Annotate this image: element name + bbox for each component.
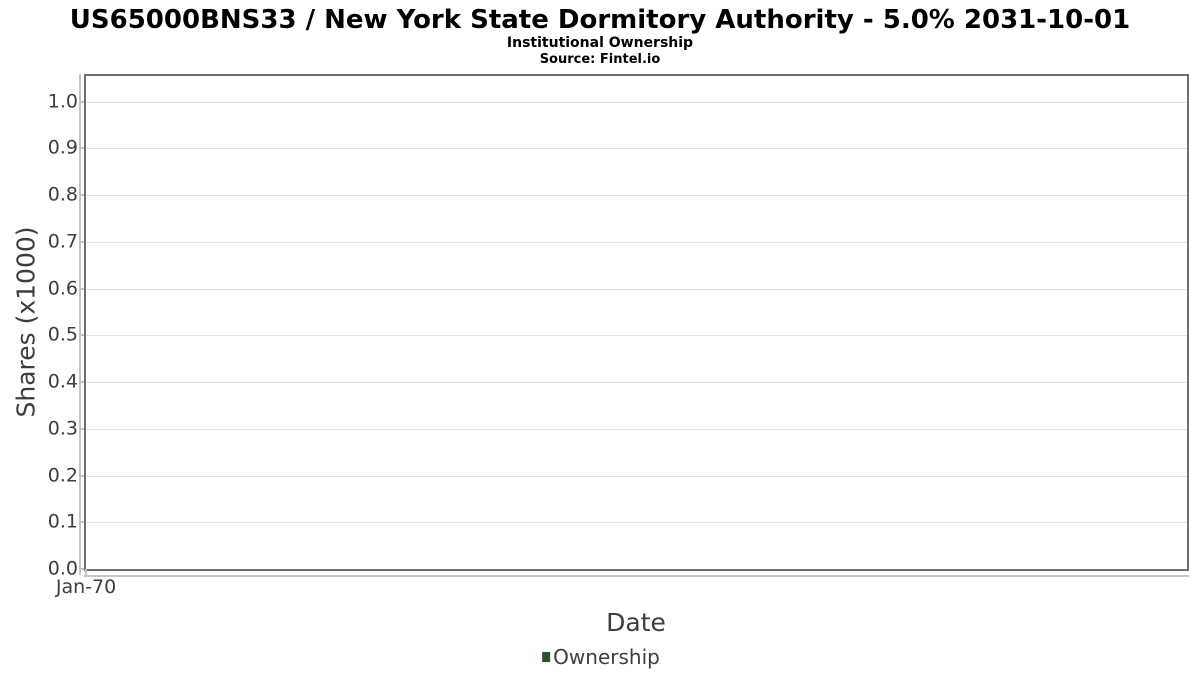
gridline <box>86 288 1187 290</box>
y-tick-mark <box>79 100 84 103</box>
x-axis-line <box>84 575 1189 577</box>
gridline <box>86 101 1187 103</box>
y-tick-mark <box>79 521 84 524</box>
y-tick-label: 0.8 <box>47 183 78 206</box>
gridline <box>86 241 1187 243</box>
y-axis-title: Shares (x1000) <box>11 226 41 418</box>
gridline <box>86 195 1187 197</box>
y-tick-label: 0.1 <box>47 510 78 533</box>
y-tick-label: 0.7 <box>47 230 78 253</box>
y-tick-label: 0.3 <box>47 417 78 440</box>
y-tick-label: 0.5 <box>47 323 78 346</box>
x-axis-title: Date <box>606 608 666 637</box>
y-tick-mark <box>79 427 84 430</box>
chart-source: Source: Fintel.io <box>539 52 661 67</box>
gridline <box>86 522 1187 524</box>
gridline <box>86 428 1187 430</box>
gridline <box>86 335 1187 337</box>
y-tick-mark <box>79 147 84 150</box>
legend: Ownership <box>542 645 660 669</box>
y-tick-label: 1.0 <box>47 90 78 113</box>
y-tick-label: 0.9 <box>47 136 78 159</box>
x-tick-label: Jan-70 <box>55 576 117 598</box>
y-tick-mark <box>79 240 84 243</box>
plot-inner: 0.0 0.1 0.2 0.3 0.4 0.5 0.6 0.7 0.8 0.9 1.0 Jan-70 <box>48 74 1189 597</box>
chart-subtitle: Institutional Ownership <box>506 35 694 51</box>
y-tick-mark <box>79 194 84 197</box>
y-tick-mark <box>79 381 84 384</box>
legend-swatch-ownership-icon <box>542 652 551 662</box>
y-tick-mark <box>79 287 84 290</box>
gridline <box>86 382 1187 384</box>
y-tick-label: 0.0 <box>47 557 78 580</box>
y-axis-line <box>79 74 81 575</box>
plot-area: 0.0 0.1 0.2 0.3 0.4 0.5 0.6 0.7 0.8 0.9 1.0 Jan-70 <box>48 74 1189 597</box>
y-tick-label: 0.4 <box>47 370 78 393</box>
gridline <box>86 148 1187 150</box>
chart-title: US65000BNS33 / New York State Dormitory … <box>69 5 1131 35</box>
y-tick-mark <box>79 568 84 570</box>
x-tick-mark <box>85 569 87 575</box>
y-tick-mark <box>79 474 84 477</box>
legend-label-ownership: Ownership <box>553 645 660 669</box>
y-tick-mark <box>79 334 84 337</box>
y-tick-label: 0.2 <box>47 464 78 487</box>
y-tick-label: 0.6 <box>47 277 78 300</box>
gridline <box>86 475 1187 477</box>
